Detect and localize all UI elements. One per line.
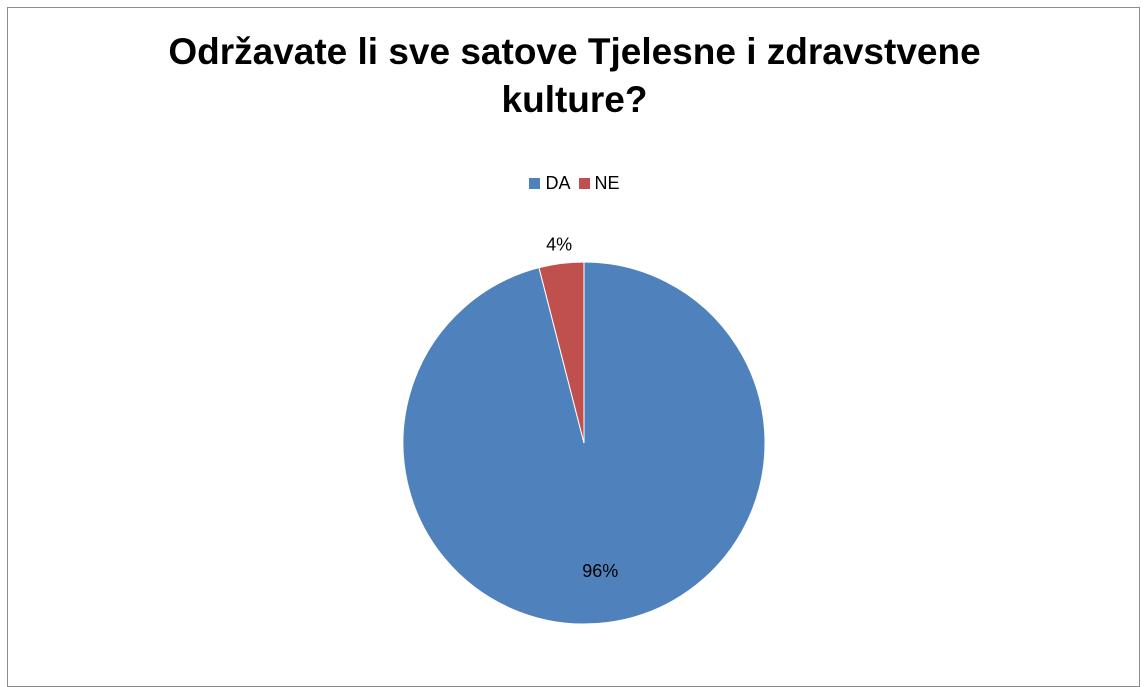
- chart-title: Održavate li sve satove Tjelesne i zdrav…: [8, 28, 1141, 124]
- pie-chart: 96% 4%: [402, 234, 766, 625]
- legend-label-da: DA: [545, 173, 571, 193]
- chart-legend: DA NE: [8, 173, 1141, 194]
- legend-label-ne: NE: [594, 173, 620, 193]
- legend-swatch-da: [529, 178, 541, 189]
- legend-item-da: DA: [529, 173, 571, 194]
- legend-swatch-ne: [578, 178, 590, 189]
- data-label-ne: 4%: [546, 234, 572, 254]
- data-label-da: 96%: [582, 561, 618, 581]
- chart-frame: Održavate li sve satove Tjelesne i zdrav…: [7, 7, 1140, 687]
- pie-slice-ne: [538, 261, 585, 444]
- chart-title-line-1: Održavate li sve satove Tjelesne i zdrav…: [168, 31, 981, 72]
- legend-item-ne: NE: [578, 173, 620, 194]
- chart-title-line-2: kulture?: [501, 79, 648, 120]
